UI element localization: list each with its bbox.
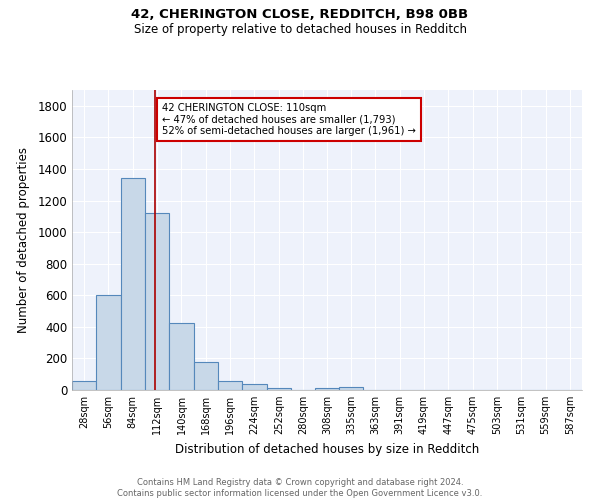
Text: Size of property relative to detached houses in Redditch: Size of property relative to detached ho… — [133, 22, 467, 36]
Text: 42 CHERINGTON CLOSE: 110sqm
← 47% of detached houses are smaller (1,793)
52% of : 42 CHERINGTON CLOSE: 110sqm ← 47% of det… — [163, 102, 416, 136]
Bar — [72, 380, 97, 390]
Bar — [218, 380, 242, 390]
Bar — [242, 384, 266, 390]
Bar — [121, 178, 145, 390]
Bar — [169, 323, 194, 390]
Bar — [97, 296, 121, 390]
Y-axis label: Number of detached properties: Number of detached properties — [17, 147, 31, 333]
Bar — [315, 388, 339, 390]
Bar — [266, 388, 291, 390]
Text: 42, CHERINGTON CLOSE, REDDITCH, B98 0BB: 42, CHERINGTON CLOSE, REDDITCH, B98 0BB — [131, 8, 469, 20]
Text: Contains HM Land Registry data © Crown copyright and database right 2024.
Contai: Contains HM Land Registry data © Crown c… — [118, 478, 482, 498]
Bar — [339, 387, 363, 390]
Bar — [145, 213, 169, 390]
Bar — [194, 362, 218, 390]
X-axis label: Distribution of detached houses by size in Redditch: Distribution of detached houses by size … — [175, 442, 479, 456]
